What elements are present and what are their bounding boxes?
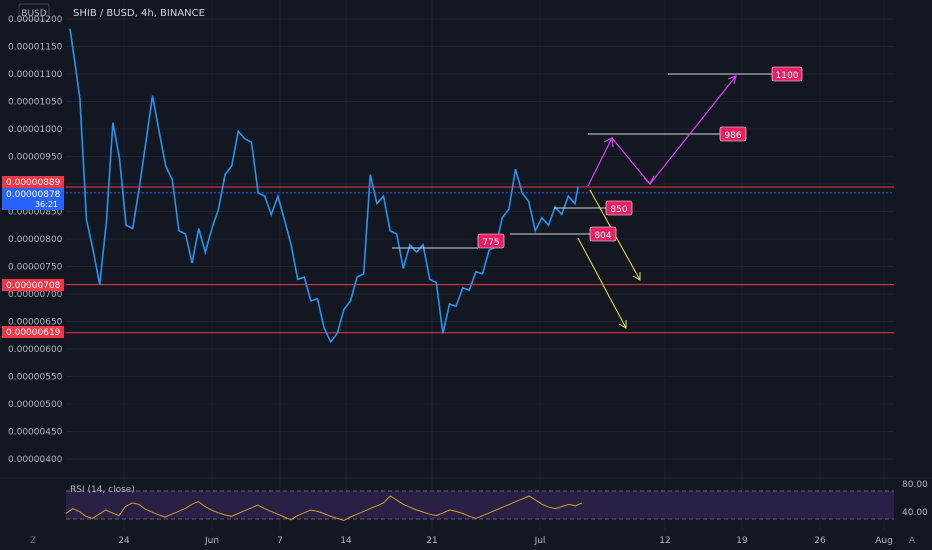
y-tick-label: 0.00000550 [8, 373, 63, 383]
price-tags: 0.00000889 0.00000878 36:21 0.00000708 0… [2, 176, 64, 338]
y-tick-label: 0.00000750 [8, 263, 63, 273]
rsi-band [66, 491, 894, 519]
time-axis[interactable]: 24 Jun 7 14 21 Jul 12 19 26 Aug [118, 536, 893, 546]
horizontal-levels [66, 186, 894, 334]
target-labels: 1100 986 850 804 775 [477, 66, 803, 249]
y-tick-label: 0.00000500 [8, 400, 63, 410]
level-tag-889: 0.00000889 [6, 178, 61, 188]
bullish-arrowhead-2 [643, 175, 655, 186]
level-tag-box-619 [2, 326, 64, 338]
x-tick-label: Jun [204, 536, 219, 546]
y-tick-label: 0.00000650 [8, 318, 63, 328]
rsi-line [65, 495, 583, 522]
label-804: 804 [594, 231, 611, 241]
label-1100: 1100 [776, 71, 799, 81]
last-price-tag-box [2, 188, 64, 210]
grid-lines [66, 0, 894, 530]
last-price-tag: 0.00000878 [6, 190, 61, 200]
y-tick-label: 0.00000600 [8, 345, 63, 355]
label-box-775 [477, 233, 505, 249]
x-tick-label: 12 [659, 536, 670, 546]
y-tick-label: 0.00000700 [8, 290, 63, 300]
symbol-title: SHIB / BUSD, 4h, BINANCE [73, 8, 205, 19]
label-850: 850 [610, 205, 627, 215]
y-tick-label: 0.00000850 [8, 208, 63, 218]
x-tick-label: Aug [875, 536, 893, 546]
countdown-tag: 36:21 [35, 200, 58, 209]
label-775: 775 [482, 238, 499, 248]
y-tick-label: 0.00001000 [8, 125, 63, 135]
y-tick-label: 0.00000450 [8, 428, 63, 438]
label-986: 986 [724, 131, 741, 141]
label-box-986 [719, 126, 747, 142]
target-lines [392, 73, 772, 249]
level-tag-box-708 [2, 279, 64, 291]
bearish-arrowhead-1 [632, 272, 641, 281]
auto-scale-button[interactable]: A [909, 536, 916, 546]
bearish-path-2 [577, 237, 627, 329]
currency-badge[interactable]: BUSD [21, 9, 46, 19]
y-tick-label: 0.00000800 [8, 235, 63, 245]
y-tick-label: 0.00001200 [8, 15, 63, 25]
level-tag-box-889 [2, 176, 64, 188]
bullish-projection [587, 75, 737, 187]
x-tick-label: 7 [277, 536, 283, 546]
timezone-button[interactable]: Z [30, 536, 36, 546]
x-tick-label: 24 [118, 536, 130, 546]
bullish-arrowhead-3 [727, 75, 737, 85]
bullish-arrowhead-1 [603, 137, 614, 148]
x-tick-label: 14 [340, 536, 352, 546]
bullish-path [587, 75, 737, 187]
level-tag-619: 0.00000619 [6, 328, 61, 338]
level-tag-708: 0.00000708 [6, 281, 61, 291]
bearish-arrowhead-2 [618, 320, 627, 329]
x-tick-label: 26 [814, 536, 826, 546]
x-tick-label: 21 [426, 536, 437, 546]
label-box-804 [589, 226, 617, 242]
rsi-tick-upper: 80.00 [902, 480, 928, 490]
rsi-tick-lower: 40.00 [902, 508, 928, 518]
y-tick-label: 0.00001100 [8, 70, 63, 80]
x-tick-label: Jul [534, 536, 546, 546]
y-tick-label: 0.00000950 [8, 153, 63, 163]
rsi-label[interactable]: RSI (14, close) [70, 485, 135, 495]
currency-badge-box[interactable] [18, 3, 50, 21]
label-box-1100 [771, 66, 803, 82]
y-tick-label: 0.00001050 [8, 98, 63, 108]
y-tick-label: 0.00000400 [8, 455, 63, 465]
y-tick-label: 0.00001150 [8, 43, 63, 53]
label-box-850 [605, 200, 633, 216]
x-tick-label: 19 [736, 536, 748, 546]
